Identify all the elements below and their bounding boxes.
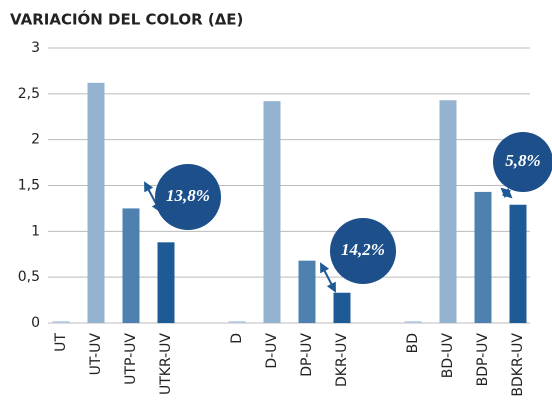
x-tick-label: D [229, 333, 245, 344]
annotation-badge [493, 132, 552, 192]
x-tick-label: BD [405, 333, 421, 353]
bar [157, 242, 175, 323]
bar [404, 321, 422, 323]
y-tick-label: 0 [31, 315, 40, 331]
bar [122, 208, 140, 323]
y-tick-label: 3 [31, 40, 40, 56]
bar [52, 321, 70, 323]
bar [298, 260, 316, 323]
x-tick-label: BD-UV [440, 333, 456, 379]
y-tick-label: 0,5 [18, 269, 40, 285]
chart-title: VARIACIÓN DEL COLOR (ΔE) [10, 10, 243, 29]
annotation-arrow [500, 187, 513, 199]
x-tick-label: DKR-UV [334, 333, 350, 387]
bar [333, 292, 351, 323]
x-tick-label: UT-UV [88, 333, 104, 376]
annotation-arrow [320, 262, 336, 293]
x-tick-label: UTKR-UV [158, 333, 174, 395]
annotation: 14,2% [341, 240, 385, 259]
annotation-badge [330, 218, 396, 284]
annotation: 13,8% [166, 186, 210, 205]
bar [509, 204, 527, 323]
bar [228, 321, 246, 323]
bar [474, 191, 492, 323]
annotation-badge [155, 164, 221, 230]
x-tick-label: UT [53, 333, 69, 352]
x-tick-label: UTP-UV [123, 333, 139, 385]
bar [263, 101, 281, 324]
y-tick-label: 2,5 [18, 86, 40, 102]
x-tick-label: BDKR-UV [510, 333, 526, 397]
x-tick-label: DP-UV [299, 333, 315, 377]
y-tick-label: 1,5 [18, 178, 40, 194]
y-tick-label: 1 [31, 223, 40, 239]
x-tick-label: D-UV [264, 333, 280, 369]
annotation: 5,8% [505, 151, 540, 170]
bar [87, 82, 105, 323]
x-tick-label: BDP-UV [475, 333, 491, 387]
y-tick-label: 2 [31, 132, 40, 148]
bar [439, 100, 457, 323]
